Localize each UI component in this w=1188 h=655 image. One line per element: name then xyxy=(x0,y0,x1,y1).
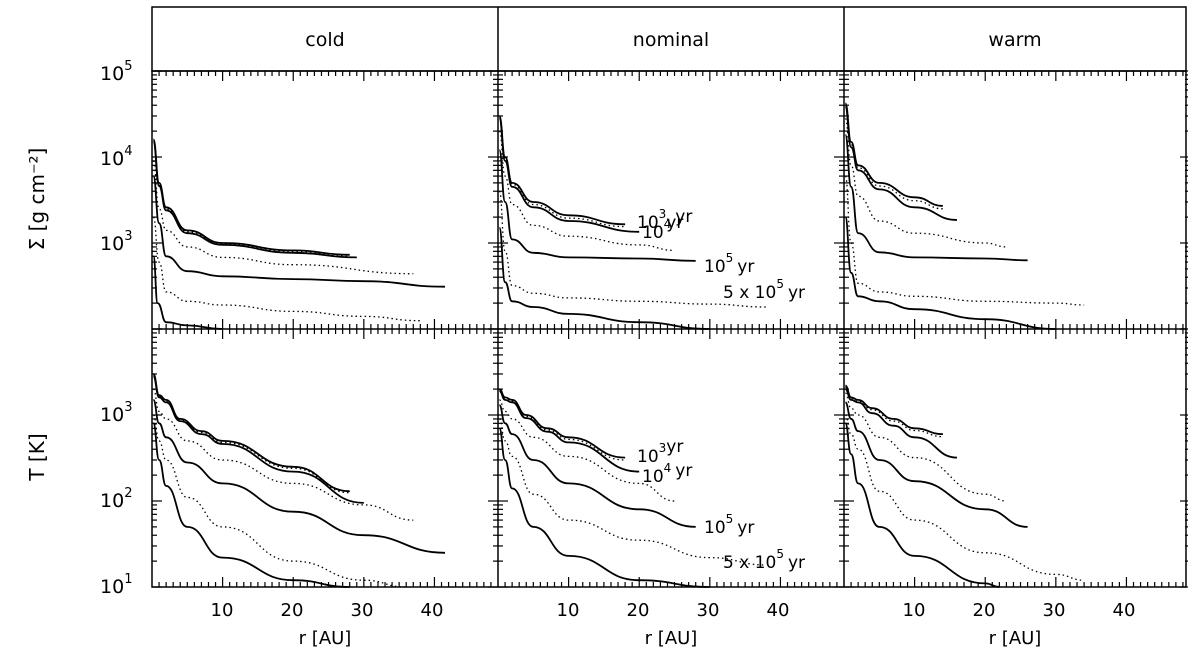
column-title-nominal: nominal xyxy=(633,29,709,51)
x-tick-label: 10 xyxy=(557,600,580,621)
curve-cold-top-6 xyxy=(152,255,223,330)
curve-cold-top-5 xyxy=(152,216,421,322)
curve-warm-bottom-4 xyxy=(844,401,1028,528)
curve-nominal-bottom-2 xyxy=(499,390,640,473)
curve-cold-top-2 xyxy=(152,141,357,259)
time-annotations: 103yr 104 yr 105 yr 5 x 105 yr 103yr 104 yr … xyxy=(637,207,805,573)
curve-nominal-bottom-6 xyxy=(498,427,710,588)
y-tick-label: 104 xyxy=(100,144,132,170)
header-row: cold nominal warm xyxy=(151,6,1187,72)
x-tick-label: 10 xyxy=(903,600,926,621)
curve-warm-bottom-0 xyxy=(844,384,943,435)
curve-cold-top-4 xyxy=(152,175,446,288)
curve-cold-bottom-2 xyxy=(152,375,364,504)
curve-warm-bottom-6 xyxy=(844,422,1000,588)
time-label-1e4-sigma: 104 yr xyxy=(642,207,692,243)
x-tick-label: 30 xyxy=(1043,600,1066,621)
column-title-warm: warm xyxy=(988,29,1041,51)
time-label-1e3-temperature: 103yr xyxy=(637,437,683,467)
y-axis-title-sigma: Σ [g cm⁻²] xyxy=(25,148,49,251)
curve-cold-bottom-5 xyxy=(152,414,407,588)
curve-nominal-bottom-5 xyxy=(498,418,767,566)
curve-nominal-top-0 xyxy=(498,115,626,226)
x-tick-label: 40 xyxy=(767,600,790,621)
x-tick-label: 40 xyxy=(421,600,444,621)
y-tick-label: 101 xyxy=(100,572,132,598)
x-axis-title: r [AU] xyxy=(645,628,698,649)
curve-nominal-top-5 xyxy=(498,190,767,308)
x-axis-title: r [AU] xyxy=(299,628,352,649)
y-tick-label: 103 xyxy=(100,400,132,426)
time-label-5e5-sigma: 5 x 105 yr xyxy=(723,277,805,303)
curve-nominal-top-6 xyxy=(498,227,710,330)
curve-nominal-bottom-3 xyxy=(499,399,675,502)
curve-cold-bottom-4 xyxy=(152,399,446,554)
curve-warm-top-4 xyxy=(844,134,1028,262)
x-tick-label: 30 xyxy=(351,600,374,621)
curve-cold-bottom-6 xyxy=(152,422,350,588)
y-tick-label: 105 xyxy=(100,59,132,85)
x-axis-title: r [AU] xyxy=(989,628,1042,649)
curve-warm-bottom-5 xyxy=(844,414,1085,581)
x-tick-label: 20 xyxy=(627,600,650,621)
curve-nominal-top-2 xyxy=(498,117,640,233)
y-tick-labels-top: 105 104 103 xyxy=(100,59,132,255)
x-tick-label: 40 xyxy=(1113,600,1136,621)
curve-warm-top-0 xyxy=(844,102,943,207)
curve-warm-bottom-1 xyxy=(845,386,943,438)
curve-warm-top-5 xyxy=(844,175,1085,306)
y-tick-label: 103 xyxy=(100,229,132,255)
data-curves xyxy=(152,102,1085,588)
curve-nominal-top-4 xyxy=(498,149,696,262)
y-tick-label: 102 xyxy=(100,486,132,512)
x-axis-labels: 10 20 30 40 r [AU] 10 20 30 40 r [AU] 10… xyxy=(211,600,1136,649)
y-tick-labels-bottom: 103 102 101 xyxy=(100,400,132,598)
x-tick-label: 30 xyxy=(697,600,720,621)
curve-cold-top-0 xyxy=(152,138,350,256)
axis-ticks xyxy=(152,70,1188,588)
curve-cold-bottom-3 xyxy=(152,388,414,521)
curve-cold-top-1 xyxy=(152,139,350,257)
x-tick-label: 10 xyxy=(211,600,234,621)
curve-nominal-bottom-4 xyxy=(498,404,696,528)
curve-cold-bottom-1 xyxy=(152,374,350,494)
curve-cold-bottom-0 xyxy=(152,373,350,493)
curve-nominal-bottom-1 xyxy=(499,389,626,461)
time-label-1e4-temperature: 104 yr xyxy=(642,461,692,487)
x-tick-label: 20 xyxy=(281,600,304,621)
curve-nominal-top-3 xyxy=(498,130,675,252)
time-label-1e5-sigma: 105 yr xyxy=(704,251,754,277)
curve-warm-bottom-2 xyxy=(845,388,958,459)
curve-nominal-top-1 xyxy=(498,116,626,228)
time-label-5e5-temperature: 5 x 105 yr xyxy=(723,547,805,573)
y-axis-title-temperature: T [K] xyxy=(25,433,49,481)
curve-warm-top-2 xyxy=(844,106,958,221)
curve-warm-top-1 xyxy=(844,104,943,210)
time-label-1e3-sigma: 103yr xyxy=(637,207,683,233)
column-title-cold: cold xyxy=(305,29,344,51)
x-tick-label: 20 xyxy=(973,600,996,621)
curve-warm-top-6 xyxy=(844,216,1056,330)
curve-cold-top-3 xyxy=(152,160,414,275)
curve-nominal-bottom-0 xyxy=(499,388,626,459)
time-label-1e5-temperature: 105 yr xyxy=(704,512,754,538)
